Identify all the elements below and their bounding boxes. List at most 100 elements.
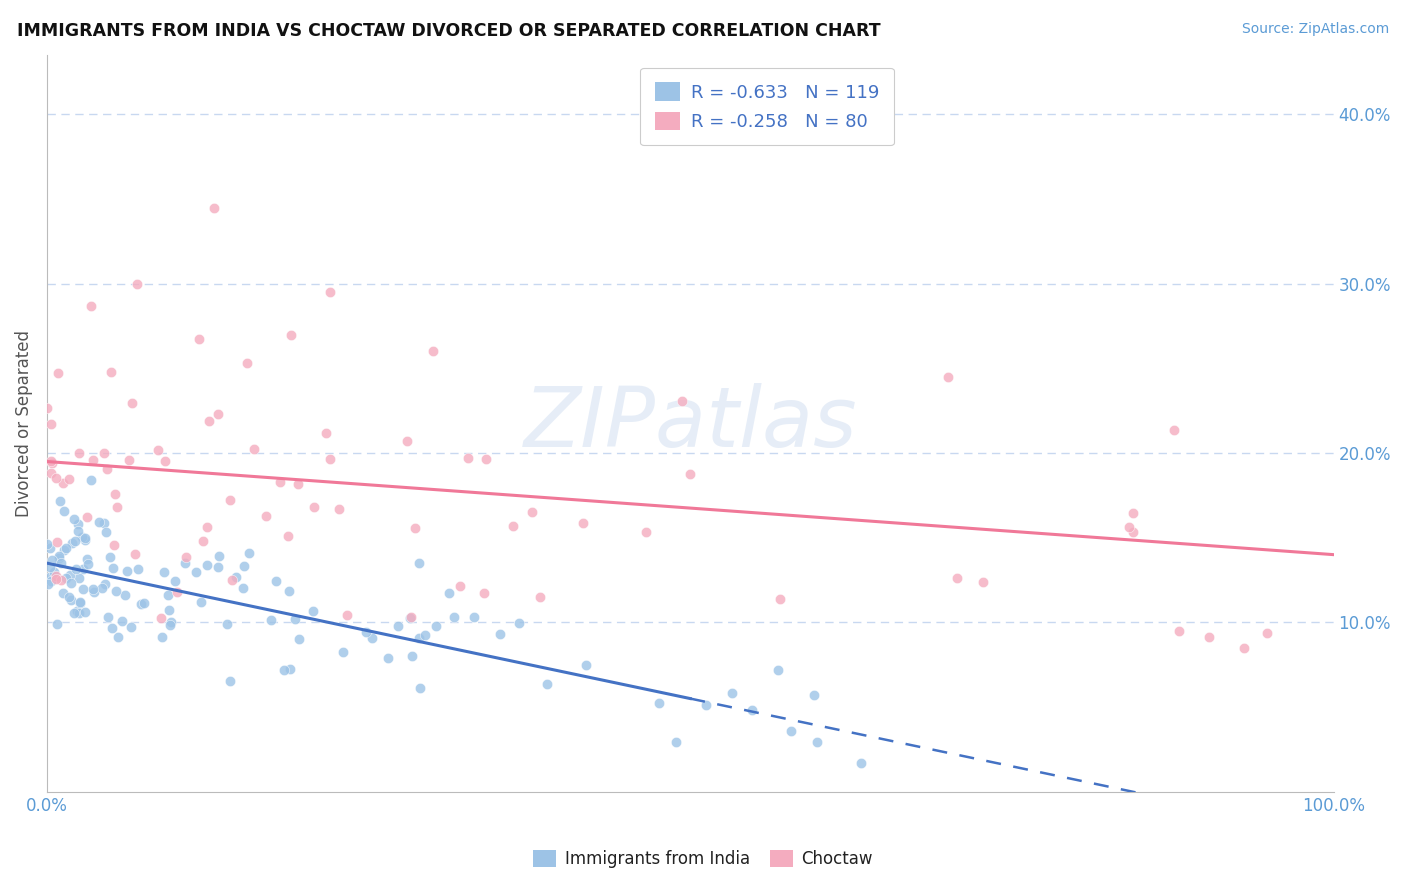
Point bbox=[73, 605, 96, 619]
Point bbox=[207, 560, 229, 574]
Point bbox=[280, 327, 302, 342]
Point bbox=[39, 541, 62, 555]
Point bbox=[38, 559, 60, 574]
Point bbox=[408, 556, 430, 570]
Point bbox=[1122, 525, 1144, 540]
Point bbox=[354, 625, 377, 640]
Point bbox=[35, 537, 58, 551]
Point bbox=[1118, 520, 1140, 534]
Point bbox=[73, 533, 96, 547]
Point bbox=[55, 571, 77, 585]
Point bbox=[409, 681, 432, 695]
Point bbox=[1198, 630, 1220, 644]
Point bbox=[328, 502, 350, 516]
Point bbox=[124, 547, 146, 561]
Point bbox=[508, 616, 530, 631]
Point bbox=[100, 549, 122, 564]
Text: IMMIGRANTS FROM INDIA VS CHOCTAW DIVORCED OR SEPARATED CORRELATION CHART: IMMIGRANTS FROM INDIA VS CHOCTAW DIVORCE… bbox=[17, 22, 880, 40]
Point bbox=[319, 452, 342, 467]
Point bbox=[399, 611, 422, 625]
Point bbox=[118, 452, 141, 467]
Point bbox=[76, 551, 98, 566]
Point bbox=[302, 604, 325, 618]
Point bbox=[37, 577, 59, 591]
Point bbox=[49, 494, 72, 508]
Point bbox=[166, 585, 188, 599]
Point bbox=[1168, 624, 1191, 638]
Point bbox=[46, 616, 69, 631]
Point bbox=[336, 608, 359, 623]
Point bbox=[269, 475, 291, 490]
Point bbox=[575, 657, 598, 672]
Point bbox=[463, 610, 485, 624]
Point bbox=[195, 519, 218, 533]
Point bbox=[80, 299, 103, 313]
Point bbox=[37, 401, 59, 415]
Point bbox=[48, 551, 70, 566]
Point bbox=[87, 515, 110, 529]
Point bbox=[132, 596, 155, 610]
Point bbox=[475, 452, 498, 467]
Point bbox=[93, 516, 115, 531]
Point bbox=[51, 574, 73, 588]
Point bbox=[67, 606, 90, 620]
Point bbox=[946, 571, 969, 585]
Point bbox=[425, 619, 447, 633]
Point bbox=[39, 574, 62, 589]
Point bbox=[82, 582, 104, 597]
Point bbox=[59, 567, 82, 582]
Point bbox=[39, 453, 62, 467]
Point bbox=[72, 582, 94, 596]
Point bbox=[273, 663, 295, 677]
Point bbox=[39, 568, 62, 582]
Point bbox=[63, 512, 86, 526]
Point bbox=[186, 565, 208, 579]
Point bbox=[1232, 640, 1254, 655]
Point bbox=[41, 456, 63, 470]
Point bbox=[221, 573, 243, 587]
Point bbox=[58, 591, 80, 605]
Point bbox=[69, 596, 91, 610]
Point bbox=[76, 557, 98, 571]
Point bbox=[165, 574, 187, 589]
Point bbox=[671, 393, 693, 408]
Point bbox=[399, 610, 422, 624]
Point bbox=[648, 696, 671, 710]
Point bbox=[157, 588, 180, 602]
Point bbox=[83, 585, 105, 599]
Point bbox=[284, 612, 307, 626]
Point bbox=[100, 365, 122, 379]
Point bbox=[125, 277, 148, 291]
Point bbox=[65, 603, 87, 617]
Point bbox=[127, 562, 149, 576]
Point bbox=[236, 356, 259, 370]
Point bbox=[44, 572, 66, 586]
Point bbox=[232, 559, 254, 574]
Point bbox=[59, 576, 82, 591]
Point bbox=[803, 688, 825, 702]
Point bbox=[219, 493, 242, 508]
Point bbox=[67, 571, 90, 585]
Point bbox=[46, 366, 69, 380]
Point bbox=[58, 472, 80, 486]
Point bbox=[198, 414, 221, 428]
Point bbox=[173, 556, 195, 570]
Point bbox=[52, 586, 75, 600]
Point bbox=[191, 534, 214, 549]
Point bbox=[242, 442, 264, 457]
Point bbox=[679, 467, 702, 482]
Point bbox=[232, 581, 254, 595]
Point bbox=[208, 549, 231, 563]
Point bbox=[39, 417, 62, 431]
Point bbox=[260, 613, 283, 627]
Point bbox=[721, 686, 744, 700]
Point bbox=[396, 434, 419, 448]
Point bbox=[114, 588, 136, 602]
Point bbox=[53, 543, 76, 558]
Point bbox=[695, 698, 717, 712]
Point bbox=[52, 476, 75, 491]
Point bbox=[79, 474, 101, 488]
Point bbox=[107, 630, 129, 644]
Point bbox=[63, 534, 86, 549]
Point bbox=[769, 591, 792, 606]
